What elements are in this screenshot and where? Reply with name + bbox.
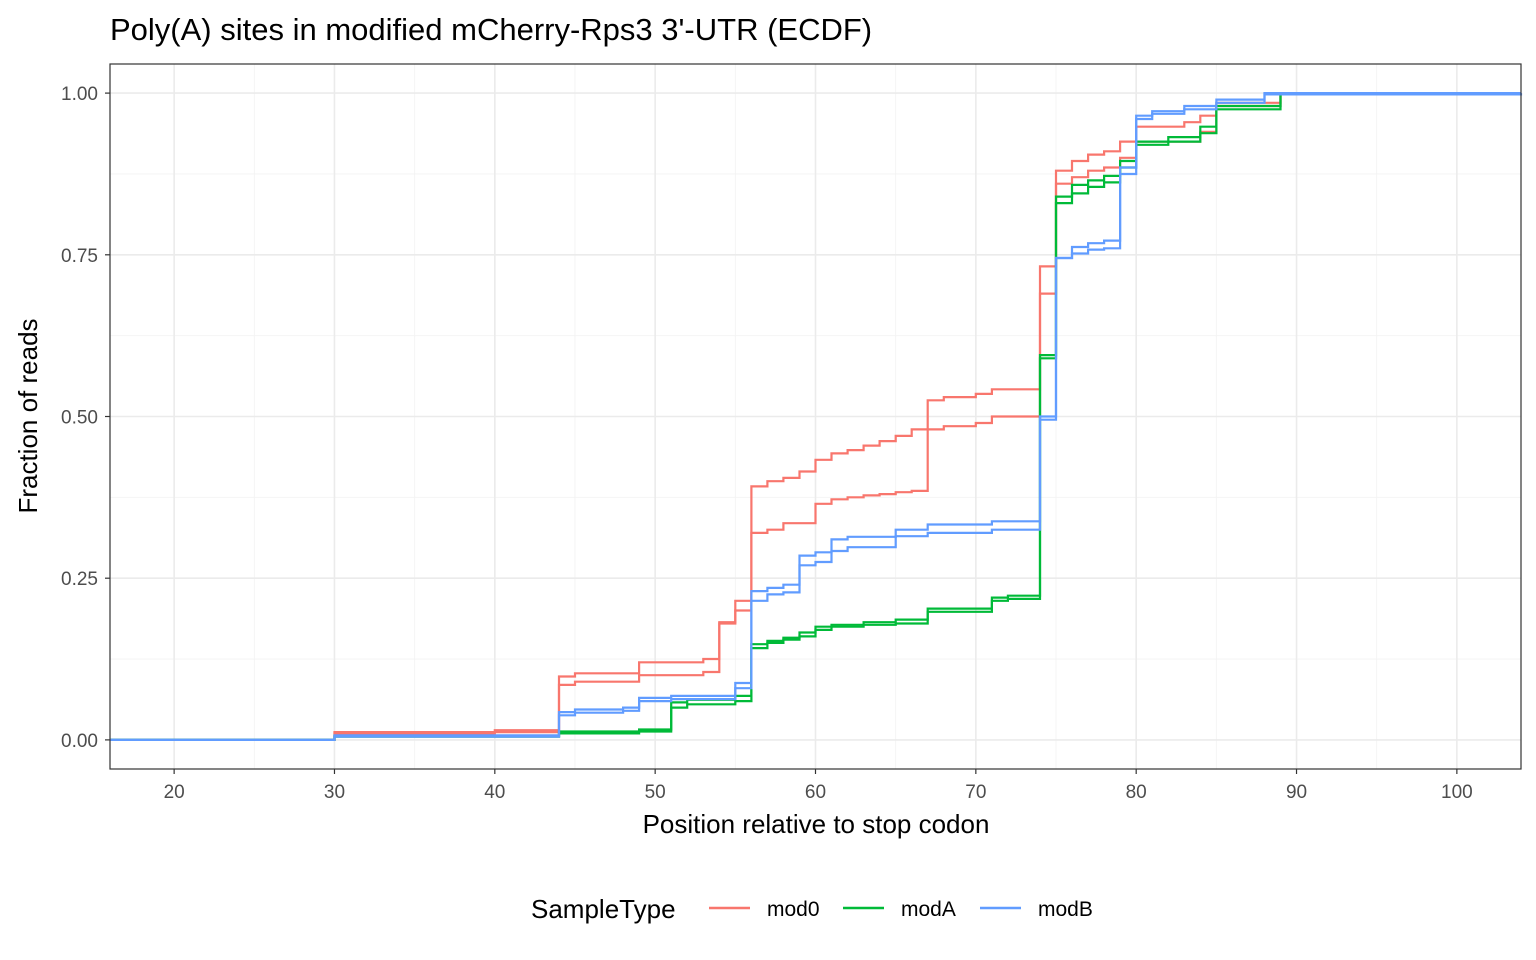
legend-title: SampleType	[531, 894, 676, 924]
x-tick-label: 20	[164, 782, 185, 803]
x-tick-label: 60	[805, 782, 826, 803]
legend: SampleType mod0 modA modB	[531, 894, 1093, 924]
legend-label-mod0: mod0	[767, 898, 820, 921]
x-tick-label: 80	[1126, 782, 1147, 803]
legend-items: mod0 modA modB	[709, 898, 1093, 921]
y-axis: 0.00 0.25 0.50 0.75 1.00	[61, 84, 110, 752]
plot-panel	[109, 63, 1523, 770]
series-line-mod0-1	[110, 92, 1521, 741]
legend-item-modB: modB	[980, 898, 1093, 921]
y-tick-label: 0.75	[61, 246, 98, 267]
y-tick-label: 0.25	[61, 569, 98, 590]
x-tick-label: 50	[645, 782, 666, 803]
x-tick-label: 100	[1441, 782, 1473, 803]
x-tick-label: 40	[484, 782, 505, 803]
x-tick-label: 30	[324, 782, 345, 803]
legend-item-modA: modA	[843, 898, 956, 921]
legend-item-mod0: mod0	[709, 898, 820, 921]
x-tick-label: 70	[965, 782, 986, 803]
y-tick-label: 1.00	[61, 84, 98, 105]
legend-label-modB: modB	[1038, 898, 1093, 921]
y-tick-label: 0.00	[61, 731, 98, 752]
y-axis-title: Fraction of reads	[13, 318, 43, 513]
x-axis-title: Position relative to stop codon	[643, 809, 990, 839]
x-axis: 20 30 40 50 60 70 80 90 100	[164, 769, 1473, 803]
series-line-mod0-0	[110, 92, 1521, 741]
legend-label-modA: modA	[901, 898, 956, 921]
series-layer	[110, 92, 1523, 741]
x-tick-label: 90	[1286, 782, 1307, 803]
major-gridlines	[110, 64, 1521, 769]
chart-title: Poly(A) sites in modified mCherry-Rps3 3…	[110, 12, 872, 47]
series-line-modB-5	[110, 92, 1521, 741]
y-tick-label: 0.50	[61, 408, 98, 429]
